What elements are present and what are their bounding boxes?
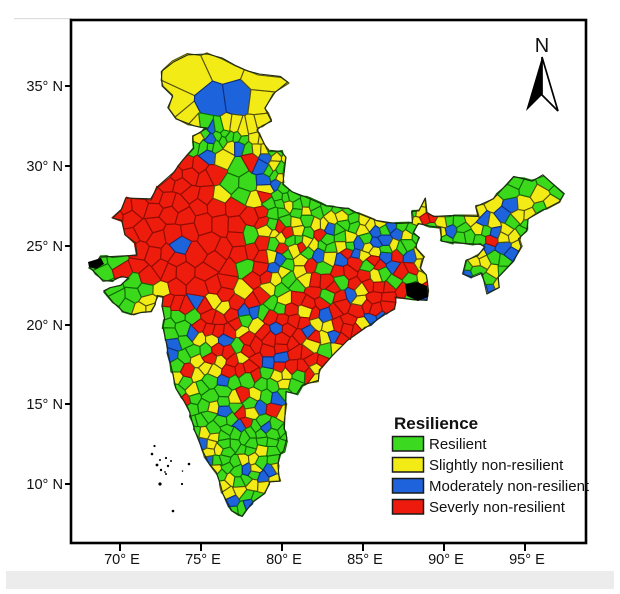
svg-text:20° N: 20° N (26, 318, 63, 334)
svg-text:75° E: 75° E (185, 552, 221, 568)
svg-text:30° N: 30° N (26, 159, 63, 175)
svg-text:35° N: 35° N (26, 79, 63, 95)
svg-text:90° E: 90° E (428, 552, 464, 568)
svg-text:Severly non-resilient: Severly non-resilient (429, 499, 566, 516)
svg-text:Resilience: Resilience (394, 414, 478, 433)
svg-text:25° N: 25° N (26, 239, 63, 255)
svg-text:95° E: 95° E (509, 552, 545, 568)
svg-text:Moderately non-resilient: Moderately non-resilient (429, 478, 590, 495)
svg-text:70° E: 70° E (104, 552, 140, 568)
svg-text:N: N (535, 35, 549, 57)
svg-text:15° N: 15° N (26, 397, 63, 413)
svg-text:Resilient: Resilient (429, 436, 487, 453)
svg-text:85° E: 85° E (347, 552, 383, 568)
svg-text:10° N: 10° N (26, 477, 63, 493)
svg-text:80° E: 80° E (266, 552, 302, 568)
svg-text:Slightly non-resilient: Slightly non-resilient (429, 457, 564, 474)
